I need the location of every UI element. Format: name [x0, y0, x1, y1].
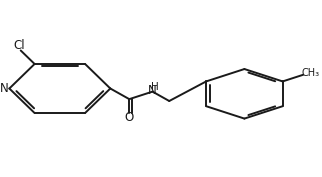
Text: CH₃: CH₃ [302, 68, 320, 78]
Text: N: N [0, 82, 9, 95]
Text: O: O [125, 111, 134, 124]
Text: N: N [148, 84, 157, 97]
Text: H: H [151, 82, 159, 92]
Text: Cl: Cl [13, 39, 25, 52]
